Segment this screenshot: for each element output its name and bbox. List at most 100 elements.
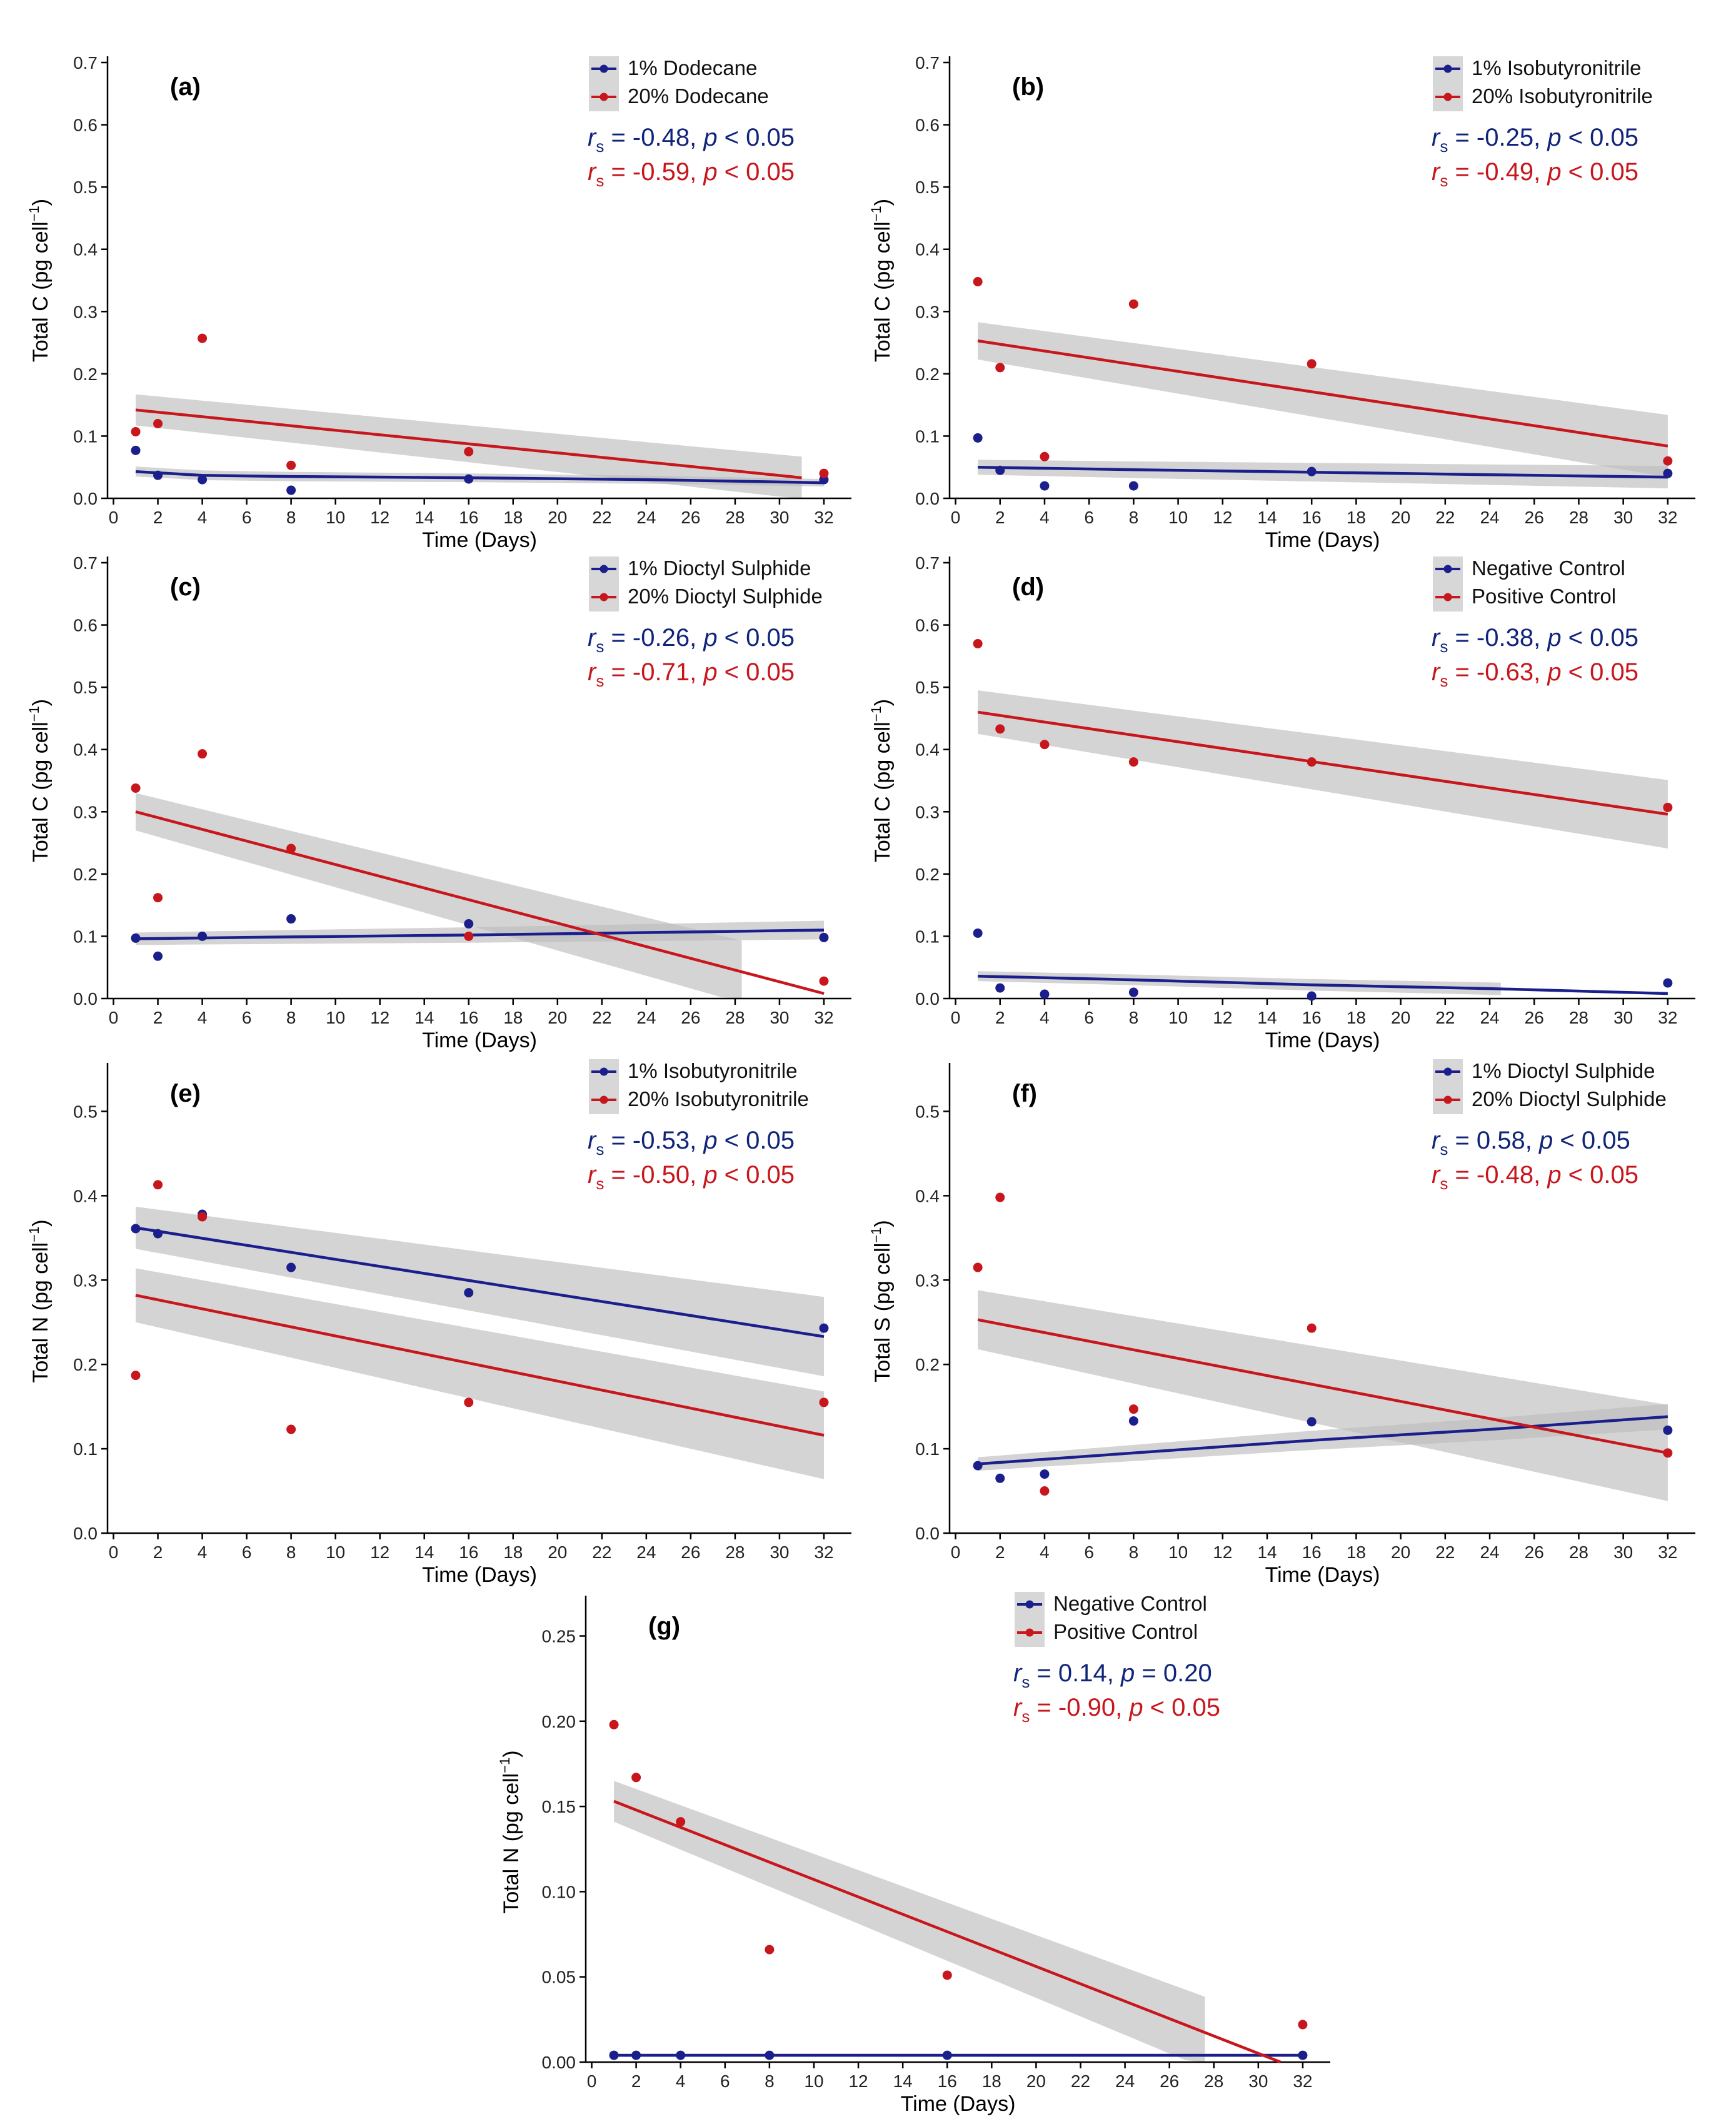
x-tick-label: 22 — [592, 1008, 611, 1027]
x-tick-label: 32 — [814, 1008, 833, 1027]
panel-g: 0 2 4 6 8 10 12 14 16 18 20 22 24 26 28 30 320.000.050.1… — [497, 1592, 1330, 2116]
x-tick-label: 32 — [1658, 508, 1677, 527]
x-tick-label: 14 — [1257, 508, 1277, 527]
y-tick-label: 0.5 — [73, 678, 98, 697]
data-point-red — [1128, 299, 1138, 309]
x-tick-label: 0 — [109, 1008, 119, 1027]
data-point-red — [286, 1424, 296, 1434]
y-axis-label: Total C (pg cell−1) — [868, 199, 895, 362]
data-point-red — [153, 1180, 163, 1190]
x-tick-label: 6 — [1084, 508, 1094, 527]
data-point-red — [153, 419, 163, 429]
x-tick-label: 4 — [1040, 1008, 1050, 1027]
data-point-blue — [995, 465, 1005, 475]
y-tick-label: 0.1 — [73, 426, 98, 446]
legend-marker — [1025, 1628, 1034, 1637]
correlation-stat: rs = -0.48, p < 0.05 — [588, 124, 795, 156]
y-tick-label: 0.6 — [73, 116, 98, 135]
correlation-stat: rs = -0.53, p < 0.05 — [588, 1127, 795, 1159]
data-point-blue — [1307, 1417, 1317, 1427]
data-point-blue — [286, 485, 296, 495]
x-tick-label: 8 — [286, 508, 296, 527]
legend-entry: 1% Isobutyronitrile — [628, 1059, 797, 1082]
confidence-band-red — [136, 394, 802, 498]
x-tick-label: 10 — [1168, 508, 1188, 527]
data-point-blue — [1128, 987, 1138, 997]
y-tick-label: 0.05 — [542, 1968, 576, 1987]
data-point-blue — [609, 2050, 619, 2060]
x-tick-label: 6 — [720, 2071, 730, 2091]
y-tick-label: 0.6 — [73, 616, 98, 635]
data-point-blue — [198, 931, 208, 941]
data-point-blue — [131, 933, 141, 943]
x-tick-label: 24 — [636, 1543, 656, 1562]
x-tick-label: 8 — [765, 2071, 775, 2091]
y-tick-label: 0.5 — [915, 678, 940, 697]
y-tick-label: 0.3 — [73, 302, 98, 321]
data-point-red — [464, 931, 474, 941]
y-axis-label: Total S (pg cell−1) — [868, 1220, 895, 1382]
legend-marker — [600, 1067, 608, 1076]
legend-key-box — [1433, 56, 1463, 111]
confidence-band-blue — [136, 1206, 824, 1377]
x-tick-label: 2 — [153, 508, 163, 527]
data-point-red — [153, 893, 163, 903]
x-axis-label: Time (Days) — [1265, 1563, 1380, 1587]
x-tick-label: 18 — [503, 1008, 523, 1027]
x-tick-label: 16 — [1302, 1008, 1322, 1027]
x-axis-label: Time (Days) — [422, 1029, 537, 1052]
x-tick-label: 18 — [1347, 1543, 1366, 1562]
data-point-red — [1307, 1323, 1317, 1333]
x-tick-label: 28 — [1569, 1008, 1588, 1027]
x-tick-label: 10 — [326, 1543, 345, 1562]
data-point-blue — [973, 433, 983, 443]
data-point-red — [676, 1817, 686, 1827]
correlation-stat: rs = -0.38, p < 0.05 — [1432, 624, 1638, 656]
x-axis-label: Time (Days) — [422, 528, 537, 552]
fit-line-red — [977, 710, 1668, 816]
legend-key-box — [589, 56, 619, 111]
y-tick-label: 0.5 — [73, 1102, 98, 1121]
data-point-red — [198, 749, 208, 759]
x-tick-label: 30 — [770, 508, 789, 527]
fit-line-blue — [977, 1415, 1668, 1466]
x-tick-label: 20 — [1391, 1008, 1410, 1027]
data-point-red — [995, 724, 1005, 734]
fit-line-blue — [978, 974, 1668, 995]
panel-label: (g) — [648, 1613, 680, 1640]
data-point-red — [1128, 1404, 1138, 1414]
correlation-stat: rs = -0.48, p < 0.05 — [1432, 1161, 1638, 1193]
panel-e: 0 2 4 6 8 10 12 14 16 18 20 22 24 26 28 30 320.00.10.20.… — [26, 1059, 851, 1587]
data-point-red — [942, 1970, 952, 1980]
y-tick-label: 0.4 — [915, 740, 940, 760]
x-tick-label: 18 — [1347, 508, 1366, 527]
y-tick-label: 0.2 — [915, 365, 940, 384]
x-tick-label: 24 — [1480, 508, 1499, 527]
data-point-red — [995, 363, 1005, 373]
y-tick-label: 0.3 — [915, 1271, 940, 1290]
x-tick-label: 4 — [198, 508, 208, 527]
x-tick-label: 12 — [1213, 508, 1232, 527]
correlation-stat: rs = -0.50, p < 0.05 — [588, 1161, 795, 1193]
panel-label: (d) — [1012, 573, 1044, 601]
data-point-red — [609, 1719, 619, 1729]
x-tick-label: 14 — [414, 508, 434, 527]
data-point-red — [819, 468, 829, 478]
x-tick-label: 2 — [995, 508, 1005, 527]
data-point-red — [286, 843, 296, 853]
y-tick-label: 0.5 — [915, 178, 940, 197]
y-axis-label: Total N (pg cell−1) — [497, 1750, 523, 1913]
fit-line-red — [135, 1294, 825, 1437]
x-tick-label: 30 — [770, 1543, 789, 1562]
y-tick-label: 0.2 — [73, 865, 98, 884]
y-tick-label: 0.4 — [73, 740, 98, 760]
legend-key-box — [589, 1059, 619, 1114]
x-tick-label: 6 — [242, 1008, 252, 1027]
x-tick-label: 16 — [459, 508, 478, 527]
x-tick-label: 20 — [548, 1008, 567, 1027]
panel-label: (f) — [1012, 1080, 1037, 1107]
x-tick-label: 4 — [1040, 1543, 1050, 1562]
fit-line-red — [977, 339, 1668, 448]
y-tick-label: 0.0 — [915, 489, 940, 508]
